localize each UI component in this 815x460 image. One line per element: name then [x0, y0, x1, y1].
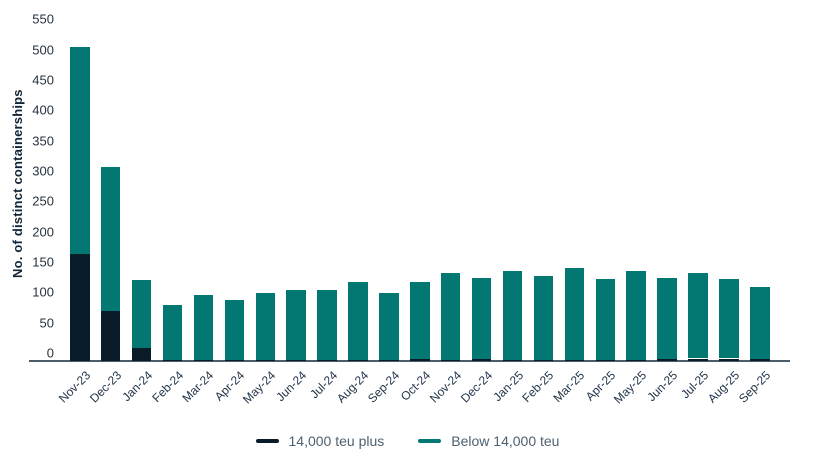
- y-tick-label: 450: [32, 72, 54, 88]
- y-axis-title: No. of distinct containerships: [10, 89, 25, 278]
- bar-segment-14k-plus: [440, 360, 461, 361]
- bar-segment-14k-plus: [162, 359, 183, 361]
- bar-segment-14k-plus: [70, 254, 90, 361]
- legend-swatch-navy: [255, 439, 279, 443]
- bar-segment-14k-plus: [595, 360, 615, 361]
- y-tick-label: 150: [32, 254, 54, 270]
- bar-segment-below-14k: [502, 271, 523, 361]
- bar-segment-below-14k: [533, 276, 554, 361]
- bar-segment-below-14k: [379, 293, 399, 361]
- bar-segment-14k-plus: [564, 360, 585, 361]
- bar-segment-below-14k: [595, 278, 615, 361]
- bar-segment-14k-plus: [379, 360, 399, 361]
- legend-label-14k-plus: 14,000 teu plus: [288, 433, 385, 449]
- bar-segment-14k-plus: [286, 360, 306, 361]
- bar-segment-below-14k: [317, 289, 337, 360]
- y-tick-label: 200: [32, 224, 54, 240]
- bar-segment-below-14k: [657, 278, 677, 360]
- y-tick-label: 400: [32, 102, 54, 118]
- bar-segment-below-14k: [131, 280, 152, 349]
- bar-segment-below-14k: [348, 281, 368, 360]
- bar-segment-below-14k: [224, 300, 245, 361]
- bar-segment-14k-plus: [657, 359, 677, 361]
- bar-segment-14k-plus: [471, 359, 492, 361]
- bar-segment-below-14k: [70, 47, 90, 255]
- y-tick-label: 500: [32, 42, 54, 57]
- bar-segment-14k-plus: [224, 360, 245, 361]
- legend-swatch-teal: [418, 439, 442, 443]
- bar-segment-14k-plus: [750, 358, 770, 361]
- y-tick-label: 100: [32, 284, 54, 300]
- y-tick-label: 250: [32, 193, 54, 209]
- y-tick-label: 50: [39, 315, 54, 331]
- bar-segment-below-14k: [626, 271, 646, 361]
- legend-item-14k-plus: 14,000 teu plus: [255, 433, 385, 449]
- bar-segment-below-14k: [255, 293, 275, 361]
- bar-segment-14k-plus: [626, 360, 646, 361]
- y-tick-label: 300: [32, 163, 54, 179]
- bar-segment-14k-plus: [255, 360, 275, 361]
- x-axis-line: [29, 360, 790, 362]
- bar-segment-14k-plus: [410, 359, 430, 361]
- bar-segment-below-14k: [564, 268, 585, 361]
- bar-segment-14k-plus: [533, 360, 554, 361]
- bar-segment-below-14k: [750, 287, 770, 359]
- bar-segment-below-14k: [471, 278, 492, 360]
- y-tick-label: 550: [32, 11, 54, 27]
- legend: 14,000 teu plus Below 14,000 teu: [0, 433, 815, 449]
- y-tick-label: 350: [32, 133, 54, 149]
- y-tick-label: 0: [46, 345, 54, 361]
- bar-segment-below-14k: [193, 295, 214, 360]
- bar-segment-14k-plus: [317, 359, 337, 361]
- bar-segment-14k-plus: [502, 360, 523, 361]
- bar-segment-below-14k: [410, 281, 430, 360]
- bar-segment-14k-plus: [193, 359, 214, 361]
- bar-segment-below-14k: [719, 278, 739, 359]
- bar-segment-below-14k: [688, 273, 708, 359]
- bar-segment-14k-plus: [348, 359, 368, 361]
- bar-segment-below-14k: [440, 273, 461, 361]
- bar-segment-below-14k: [162, 305, 183, 360]
- bar-segment-14k-plus: [719, 358, 739, 361]
- bar-segment-below-14k: [286, 290, 306, 361]
- bar-segment-14k-plus: [100, 310, 121, 361]
- bar-segment-14k-plus: [131, 348, 152, 361]
- bar-segment-below-14k: [100, 166, 121, 311]
- legend-label-below-14k: Below 14,000 teu: [451, 433, 560, 449]
- bar-segment-14k-plus: [688, 358, 708, 361]
- legend-item-below-14k: Below 14,000 teu: [418, 433, 559, 449]
